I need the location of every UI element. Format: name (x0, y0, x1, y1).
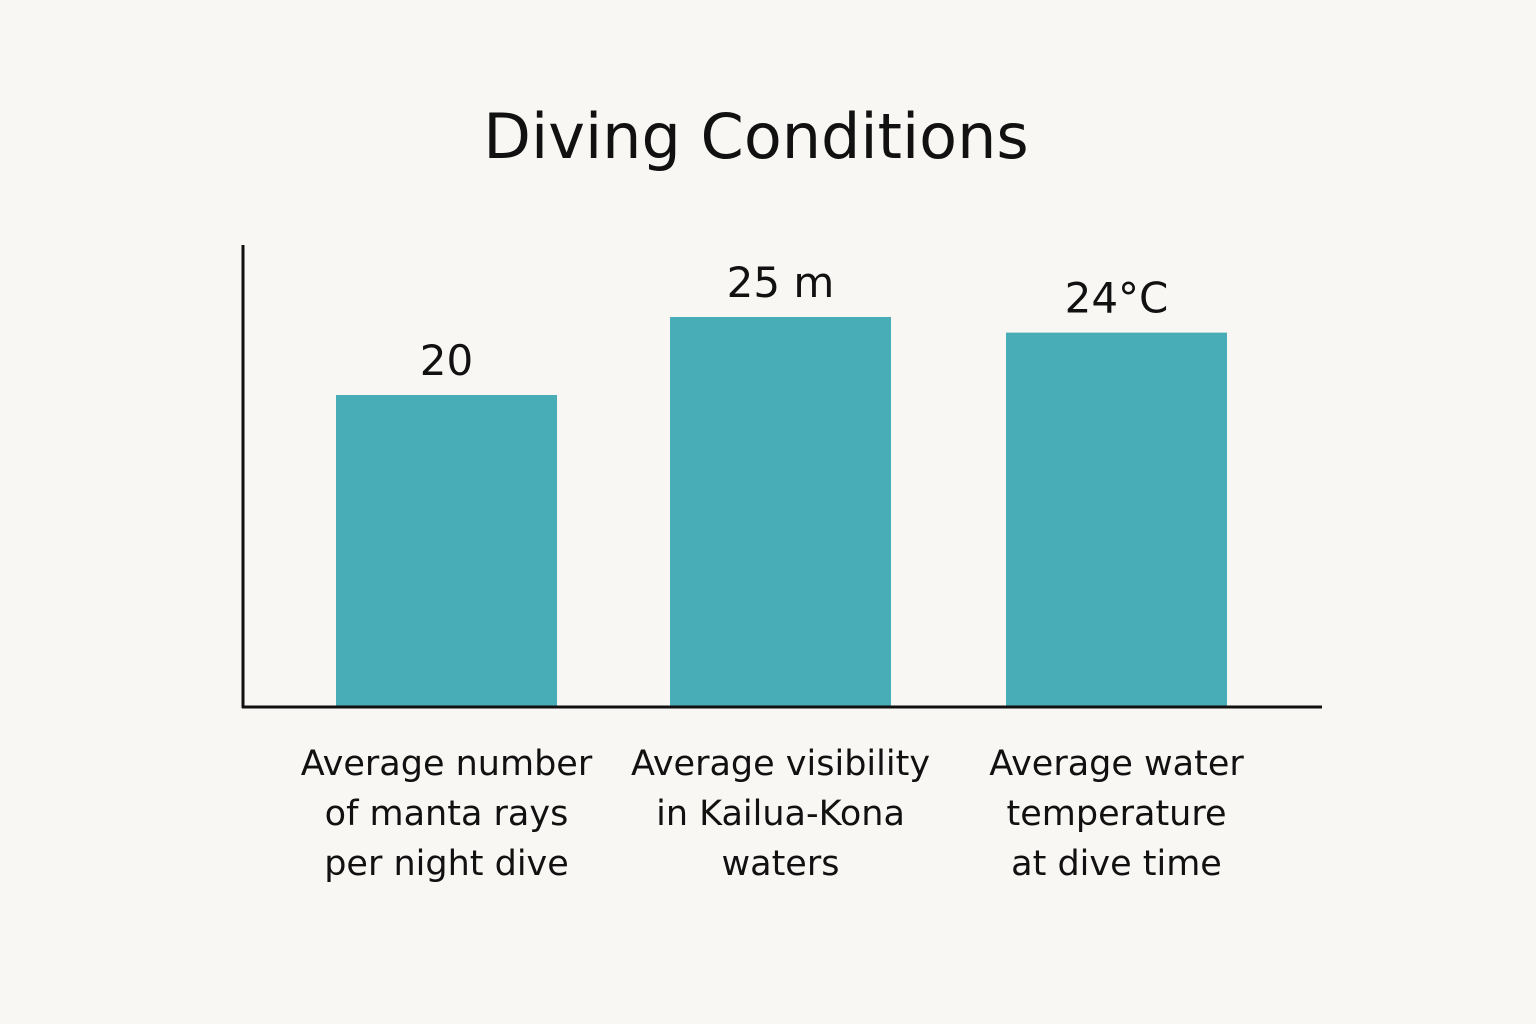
category-label-2-line-2: in Kailua-Kona (656, 794, 905, 834)
bar-1 (336, 395, 557, 707)
value-label-2: 25 m (727, 258, 835, 307)
category-label-1-line-3: per night dive (324, 844, 569, 884)
category-labels-layer: Average number of manta rays per night div… (301, 744, 1245, 884)
category-label-1-line-1: Average number (301, 744, 593, 784)
category-label-3-line-3: at dive time (1011, 844, 1222, 884)
category-label-2-line-3: waters (722, 844, 840, 884)
value-label-3: 24°C (1065, 274, 1169, 323)
category-label-3-line-2: temperature (1007, 794, 1227, 834)
bar-3 (1006, 332, 1227, 707)
bars-layer (336, 317, 1227, 707)
value-label-1: 20 (420, 336, 473, 385)
category-label-2-line-1: Average visibility (631, 744, 930, 784)
value-labels-layer: 20 25 m 24°C (420, 258, 1169, 385)
bar-2 (670, 317, 891, 707)
category-label-3-line-1: Average water (989, 744, 1244, 784)
chart-title: Diving Conditions (483, 100, 1028, 173)
category-label-1-line-2: of manta rays (325, 794, 569, 834)
